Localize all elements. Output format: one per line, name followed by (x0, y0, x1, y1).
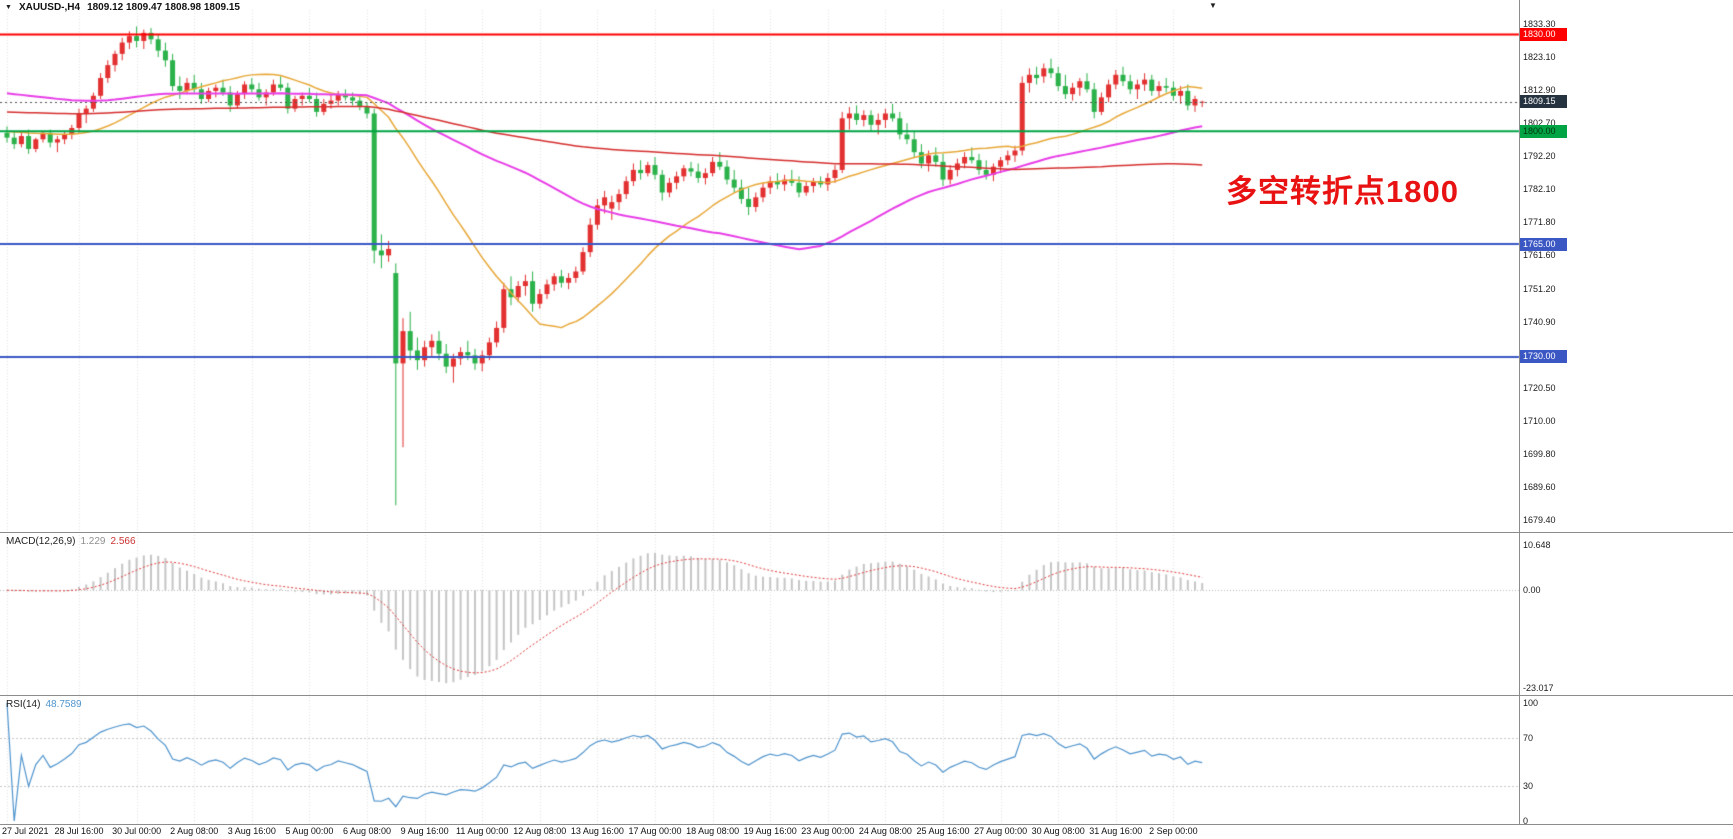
time-tick-label: 30 Aug 08:00 (1031, 826, 1085, 836)
price-tick-label: 1771.80 (1523, 217, 1556, 228)
time-tick-label: 12 Aug 08:00 (513, 826, 567, 836)
price-axis-divider (1519, 0, 1520, 824)
price-tick-label: 1823.10 (1523, 51, 1556, 62)
symbol-dropdown-icon: ▼ (5, 4, 12, 11)
rsi-value: 48.7589 (45, 699, 82, 710)
time-tick-label: 17 Aug 00:00 (628, 826, 682, 836)
macd-main-value: 1.229 (80, 536, 106, 547)
time-tick-label: 19 Aug 16:00 (743, 826, 797, 836)
rsi-axis-label: 30 (1523, 780, 1534, 791)
rsi-axis-label: 100 (1523, 698, 1539, 708)
panel-separator[interactable] (0, 695, 1733, 696)
current-price-tag: 1809.15 (1520, 95, 1567, 109)
time-tick-label: 28 Jul 16:00 (54, 826, 104, 836)
price-tick-label: 1720.50 (1523, 382, 1556, 393)
panel-separator[interactable] (0, 824, 1733, 825)
time-tick-label: 2 Aug 08:00 (170, 826, 219, 836)
rsi-axis-label: 0 (1523, 816, 1529, 826)
macd-name: MACD(12,26,9) (6, 536, 76, 547)
price-level-tag: 1730.00 (1520, 350, 1567, 364)
chart-annotation-text: 多空转折点1800 (1226, 174, 1459, 209)
price-tick-label: 1699.80 (1523, 449, 1556, 460)
time-tick-label: 13 Aug 16:00 (570, 826, 624, 836)
time-tick-label: 3 Aug 16:00 (227, 826, 276, 836)
price-tick-label: 1751.20 (1523, 283, 1556, 294)
time-tick-label: 30 Jul 00:00 (112, 826, 162, 836)
rsi-axis-label: 70 (1523, 733, 1534, 744)
time-tick-label: 5 Aug 00:00 (285, 826, 334, 836)
time-tick-label: 9 Aug 16:00 (400, 826, 449, 836)
rsi-indicator-label: RSI(14) 48.7589 (6, 699, 82, 710)
time-tick-label: 27 Jul 2021 (2, 826, 49, 836)
macd-indicator-label: MACD(12,26,9) 1.229 2.566 (6, 536, 136, 547)
time-tick-label: 18 Aug 08:00 (686, 826, 740, 836)
rsi-name: RSI(14) (6, 699, 41, 710)
price-tick-label: 1710.00 (1523, 416, 1556, 427)
price-level-tag: 1765.00 (1520, 237, 1567, 251)
macd-axis-label: 10.648 (1523, 540, 1551, 550)
price-tick-label: 1689.60 (1523, 482, 1556, 493)
price-tick-label: 1792.20 (1523, 151, 1556, 162)
price-tick-label: 1679.40 (1523, 515, 1556, 526)
time-tick-label: 24 Aug 08:00 (858, 826, 912, 836)
macd-signal-value: 2.566 (110, 536, 136, 547)
time-tick-label: 25 Aug 16:00 (916, 826, 970, 836)
price-level-tag: 1800.00 (1520, 124, 1567, 138)
panel-separator[interactable] (0, 532, 1733, 533)
price-tick-label: 1802.70 (1523, 117, 1556, 128)
price-tick-label: 1782.10 (1523, 183, 1556, 194)
price-tick-label: 1812.90 (1523, 84, 1556, 95)
chart-header: ▼ XAUUSD-,H4 1809.12 1809.47 1808.98 180… (5, 2, 240, 13)
symbol-period-label: XAUUSD-,H4 (18, 2, 81, 13)
time-tick-label: 6 Aug 08:00 (342, 826, 392, 836)
time-tick-label: 11 Aug 00:00 (455, 826, 509, 836)
ohlc-readout: 1809.12 1809.47 1808.98 1809.15 (87, 2, 240, 13)
macd-axis-label: -23.017 (1523, 683, 1554, 693)
price-tick-label: 1833.30 (1523, 18, 1556, 29)
time-tick-label: 23 Aug 00:00 (801, 826, 855, 836)
time-tick-label: 2 Sep 00:00 (1149, 826, 1198, 836)
price-tick-label: 1740.90 (1523, 316, 1556, 327)
time-tick-label: 31 Aug 16:00 (1089, 826, 1143, 836)
price-tick-label: 1761.60 (1523, 250, 1556, 261)
time-tick-label: 27 Aug 00:00 (974, 826, 1028, 836)
price-level-tag: 1830.00 (1520, 28, 1567, 41)
macd-axis-label: 0.00 (1523, 585, 1541, 596)
chart-shift-marker-icon[interactable]: ▼ (1209, 1, 1217, 10)
